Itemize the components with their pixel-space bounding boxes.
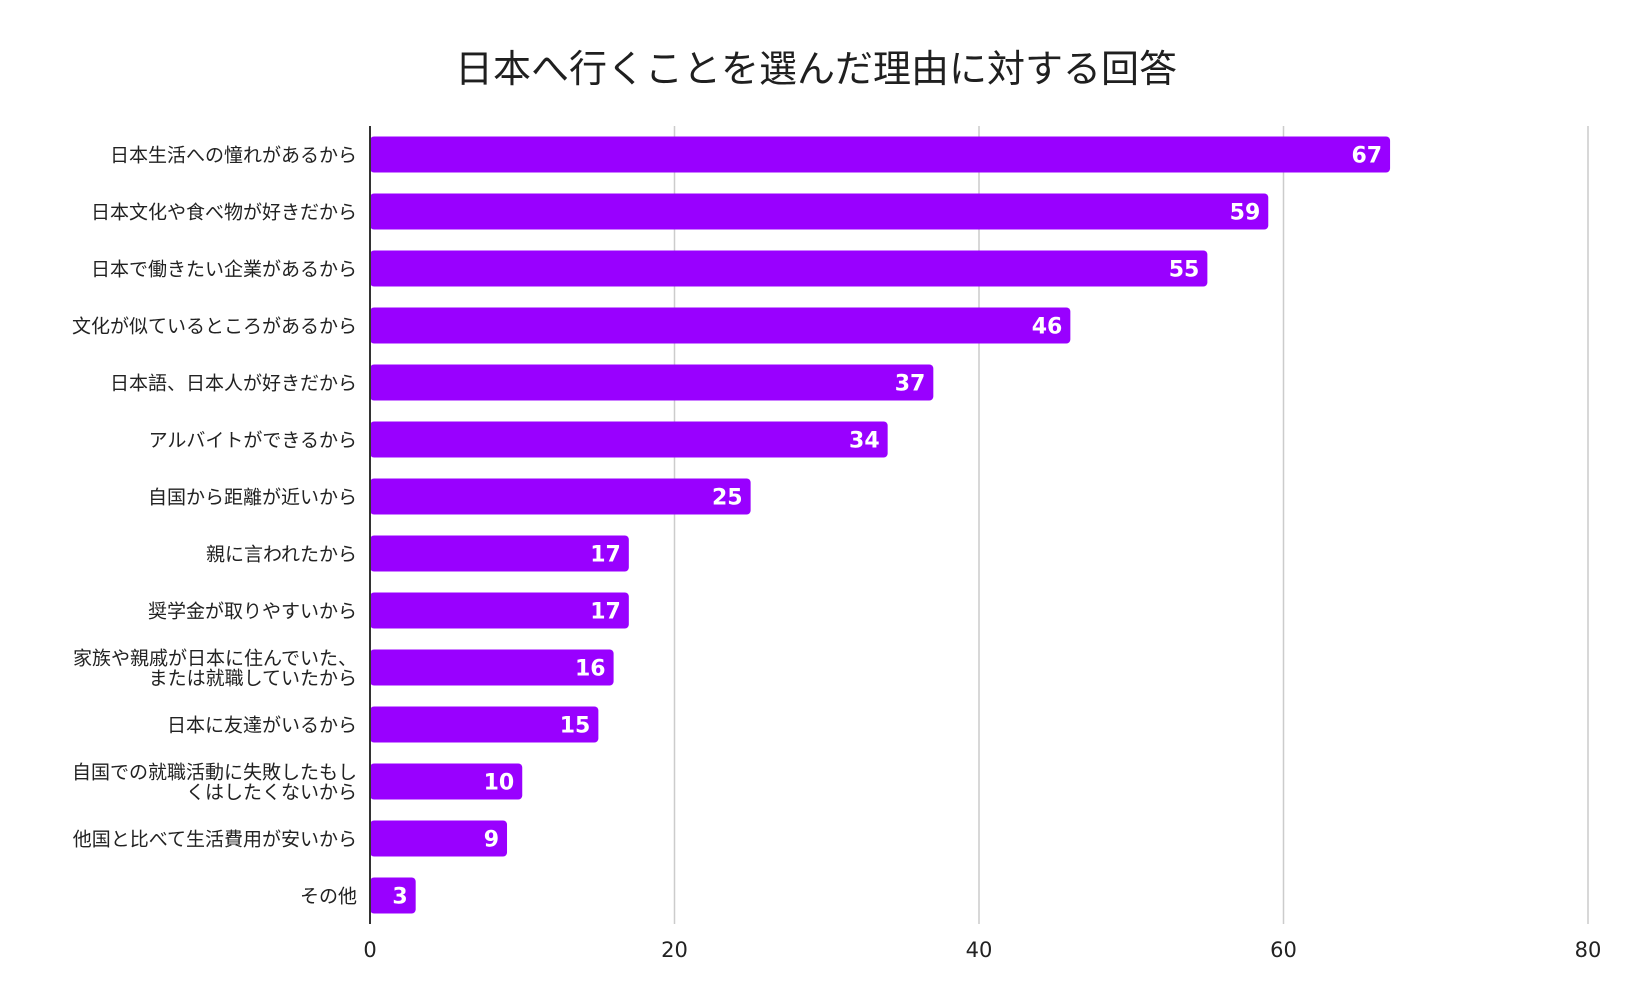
- category-label-5: アルバイトができるから: [149, 430, 357, 452]
- bar-11: [370, 763, 523, 800]
- data-label-11: 10: [484, 771, 515, 796]
- category-label-11-line-1: くはしたくないから: [186, 782, 357, 804]
- bar-1: [370, 193, 1269, 230]
- data-label-6: 25: [712, 486, 743, 511]
- bar-6: [370, 478, 751, 515]
- category-label-10: 日本に友達がいるから: [167, 715, 357, 737]
- data-label-8: 17: [590, 600, 621, 625]
- category-label-13: その他: [300, 886, 357, 908]
- bar-2: [370, 250, 1208, 287]
- x-tick-label-40: 40: [966, 938, 993, 962]
- x-tick-label-0: 0: [363, 938, 376, 962]
- bar-7: [370, 535, 629, 572]
- data-label-7: 17: [590, 543, 621, 568]
- data-label-12: 9: [484, 828, 499, 853]
- bar-0: [370, 136, 1391, 173]
- bar-8: [370, 592, 629, 629]
- data-label-2: 55: [1169, 258, 1200, 283]
- data-label-9: 16: [575, 657, 606, 682]
- bar-13: [370, 877, 416, 914]
- data-label-10: 15: [560, 714, 591, 739]
- data-label-3: 46: [1032, 315, 1063, 340]
- category-label-7: 親に言われたから: [206, 544, 357, 566]
- bar-4: [370, 364, 934, 401]
- bar-3: [370, 307, 1071, 344]
- x-tick-label-80: 80: [1575, 938, 1602, 962]
- category-label-1: 日本文化や食べ物が好きだから: [91, 202, 357, 224]
- chart-title: 日本へ行くことを選んだ理由に対する回答: [454, 47, 1177, 91]
- category-label-11-line-0: 自国での就職活動に失敗したもし: [72, 762, 357, 784]
- data-label-0: 67: [1351, 144, 1382, 169]
- data-label-13: 3: [392, 885, 407, 910]
- category-label-3: 文化が似ているところがあるから: [72, 316, 357, 338]
- bar-10: [370, 706, 599, 743]
- bar-9: [370, 649, 614, 686]
- category-label-2: 日本で働きたい企業があるから: [91, 259, 357, 281]
- data-label-1: 59: [1230, 201, 1261, 226]
- category-label-12: 他国と比べて生活費用が安いから: [73, 829, 357, 851]
- category-label-8: 奨学金が取りやすいから: [148, 601, 357, 623]
- data-label-5: 34: [849, 429, 880, 454]
- category-label-6: 自国から距離が近いから: [148, 487, 357, 509]
- x-tick-label-20: 20: [661, 938, 688, 962]
- category-label-4: 日本語、日本人が好きだから: [110, 373, 357, 395]
- category-label-0: 日本生活への憧れがあるから: [110, 145, 357, 167]
- category-label-9-line-0: 家族や親戚が日本に住んでいた、: [73, 648, 357, 670]
- bar-5: [370, 421, 888, 458]
- data-label-4: 37: [895, 372, 926, 397]
- category-label-9-line-1: または就職していたから: [149, 668, 357, 690]
- bar-12: [370, 820, 508, 857]
- x-tick-label-60: 60: [1270, 938, 1297, 962]
